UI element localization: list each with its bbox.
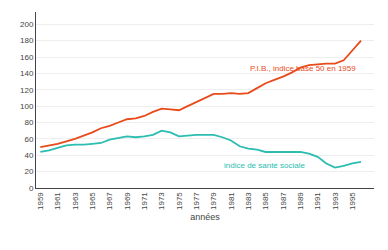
svg-text:1967: 1967 [105,192,114,210]
svg-text:20: 20 [24,167,33,176]
svg-text:1981: 1981 [227,192,236,210]
svg-text:1973: 1973 [157,192,166,210]
svg-text:100: 100 [20,102,34,111]
svg-text:200: 200 [20,20,34,29]
svg-text:1995: 1995 [348,192,357,210]
svg-text:1985: 1985 [261,192,270,210]
svg-text:1959: 1959 [36,192,45,210]
svg-text:1991: 1991 [313,192,322,210]
svg-text:1965: 1965 [88,192,97,210]
svg-text:1971: 1971 [140,192,149,210]
svg-text:80: 80 [24,118,33,127]
svg-text:1969: 1969 [123,192,132,210]
svg-text:40: 40 [24,151,33,160]
svg-text:60: 60 [24,135,33,144]
svg-text:P.I.B., indice base 50 en 1959: P.I.B., indice base 50 en 1959 [250,64,356,73]
svg-text:120: 120 [20,86,34,95]
svg-text:1963: 1963 [71,192,80,210]
svg-text:1979: 1979 [209,192,218,210]
svg-text:140: 140 [20,69,34,78]
svg-text:années: années [190,212,220,222]
svg-text:180: 180 [20,36,34,45]
svg-text:1983: 1983 [244,192,253,210]
svg-text:0: 0 [29,184,34,193]
svg-text:1987: 1987 [279,192,288,210]
svg-text:1961: 1961 [53,192,62,210]
svg-text:indice de santé sociale: indice de santé sociale [224,161,305,170]
svg-text:1989: 1989 [296,192,305,210]
svg-text:160: 160 [20,53,34,62]
svg-text:1993: 1993 [331,192,340,210]
svg-text:1975: 1975 [175,192,184,210]
svg-text:1977: 1977 [192,192,201,210]
